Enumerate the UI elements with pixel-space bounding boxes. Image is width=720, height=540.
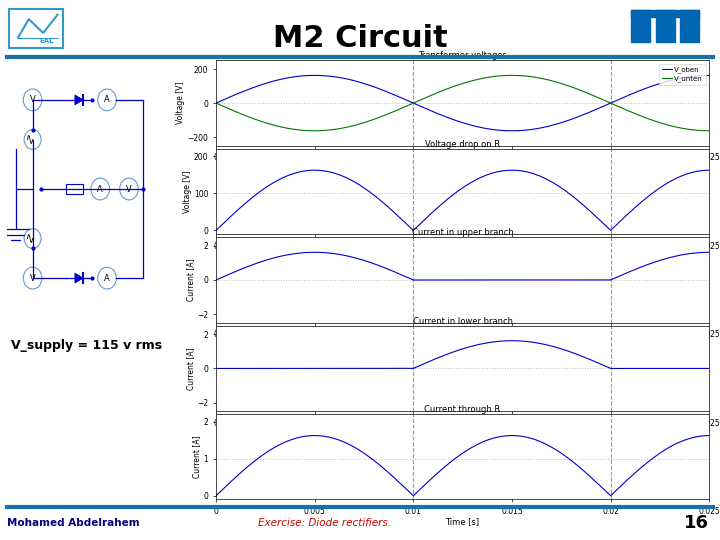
Bar xyxy=(631,10,650,42)
Y-axis label: Voltage [V]: Voltage [V] xyxy=(176,82,186,124)
Text: A: A xyxy=(97,185,103,193)
Text: M2 Circuit: M2 Circuit xyxy=(273,24,447,53)
Circle shape xyxy=(24,130,41,150)
X-axis label: Time [s]: Time [s] xyxy=(447,429,478,438)
Y-axis label: Current [A]: Current [A] xyxy=(186,259,195,301)
Bar xyxy=(656,10,675,42)
Text: A: A xyxy=(104,274,110,282)
Text: V: V xyxy=(30,274,35,282)
Y-axis label: Current [A]: Current [A] xyxy=(186,347,195,390)
Circle shape xyxy=(24,228,41,248)
Text: V_supply = 115 v rms: V_supply = 115 v rms xyxy=(11,339,162,352)
Y-axis label: Current [A]: Current [A] xyxy=(192,436,202,478)
Polygon shape xyxy=(75,95,84,105)
Circle shape xyxy=(98,267,117,289)
Text: V: V xyxy=(126,185,132,193)
Bar xyxy=(631,10,699,17)
Text: 16: 16 xyxy=(684,514,709,532)
Circle shape xyxy=(98,89,117,111)
Text: A: A xyxy=(104,96,110,104)
Text: V: V xyxy=(30,96,35,104)
Circle shape xyxy=(23,89,42,111)
Title: Current through R: Current through R xyxy=(425,405,500,414)
X-axis label: Time [s]: Time [s] xyxy=(447,164,478,173)
Y-axis label: Voltage [V]: Voltage [V] xyxy=(183,170,192,213)
Bar xyxy=(680,10,699,42)
Title: Current in lower branch: Current in lower branch xyxy=(413,317,513,326)
Legend: V_oben, V_unten: V_oben, V_unten xyxy=(659,64,706,85)
Title: Current in upper branch: Current in upper branch xyxy=(412,228,513,237)
Text: Mohamed Abdelrahem: Mohamed Abdelrahem xyxy=(7,518,140,528)
FancyBboxPatch shape xyxy=(9,9,63,48)
Title: Transformer voltages: Transformer voltages xyxy=(418,51,507,60)
Title: Voltage drop on R: Voltage drop on R xyxy=(425,140,500,149)
X-axis label: Time [s]: Time [s] xyxy=(447,252,478,261)
Text: Exercise: Diode rectifiers.: Exercise: Diode rectifiers. xyxy=(258,518,390,528)
Circle shape xyxy=(23,267,42,289)
Circle shape xyxy=(91,178,109,200)
X-axis label: Time [s]: Time [s] xyxy=(446,517,480,526)
X-axis label: Time [s]: Time [s] xyxy=(447,341,478,349)
Text: EAL: EAL xyxy=(40,38,54,44)
Circle shape xyxy=(120,178,138,200)
Bar xyxy=(66,184,84,194)
Polygon shape xyxy=(75,273,84,283)
